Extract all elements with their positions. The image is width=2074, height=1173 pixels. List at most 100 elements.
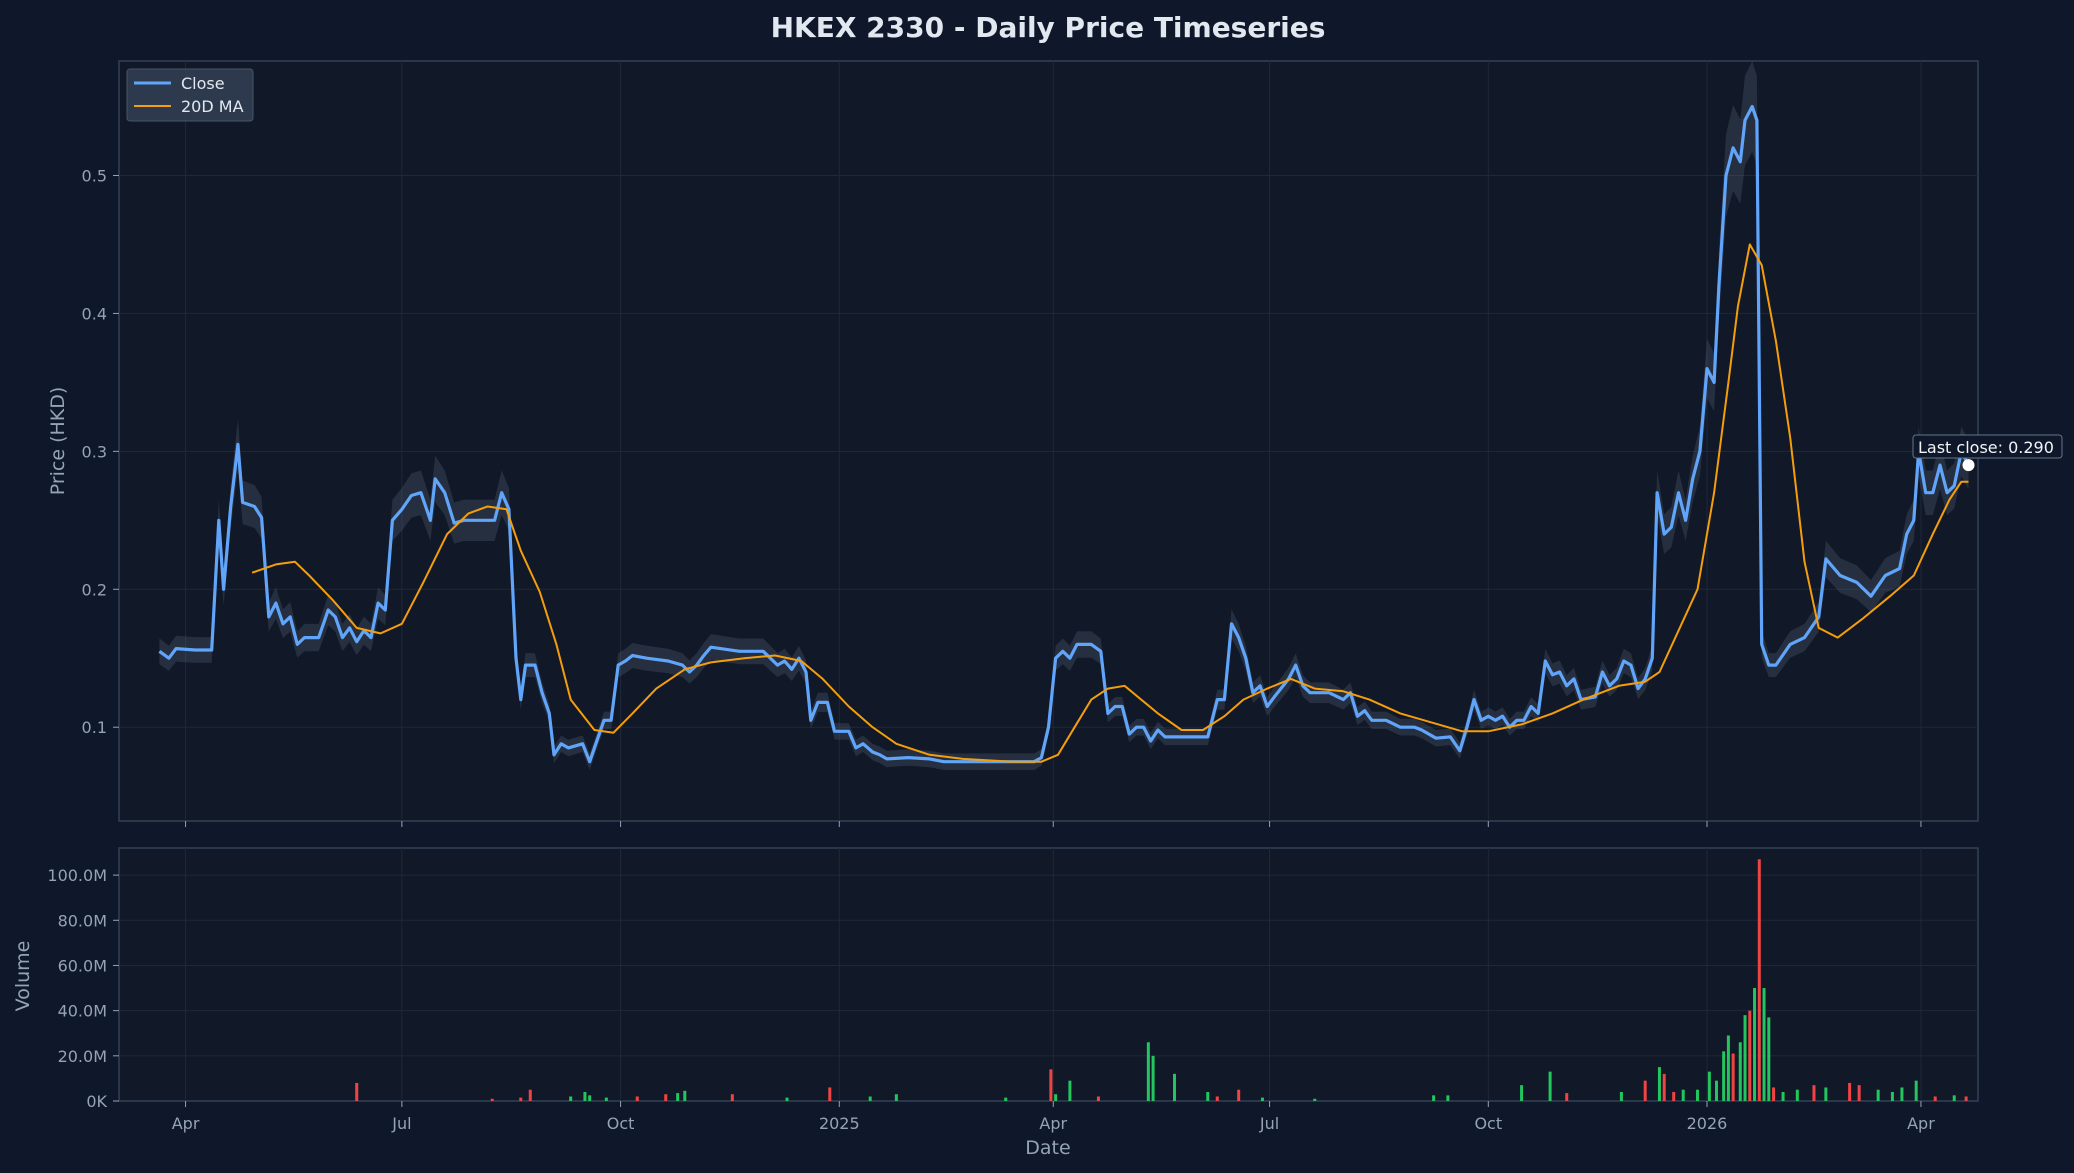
volume-ytick-label-3: 60.0M (58, 956, 107, 975)
volume-bar-16 (894, 1094, 898, 1101)
volume-bar-31 (1446, 1095, 1450, 1101)
volume-bar-10 (676, 1093, 680, 1101)
volume-bar-0 (355, 1082, 359, 1101)
volume-bar-59 (1848, 1082, 1852, 1101)
volume-bar-29 (1313, 1098, 1317, 1101)
volume-bar-53 (1767, 1017, 1771, 1101)
last-close-annotation: Last close: 0.290 (1912, 434, 2063, 472)
price-ytick-label-2: 0.3 (82, 442, 107, 461)
volume-bar-12 (730, 1094, 734, 1101)
volume-bar-13 (785, 1097, 789, 1101)
volume-bar-42 (1707, 1071, 1711, 1101)
volume-ytick-label-5: 100.0M (47, 866, 107, 885)
volume-bar-2 (519, 1097, 523, 1101)
price-ytick-label-4: 0.5 (82, 166, 107, 185)
volume-bar-35 (1619, 1091, 1623, 1101)
volume-bar-52 (1762, 988, 1766, 1101)
volume-bar-22 (1146, 1042, 1150, 1101)
volume-bar-62 (1890, 1091, 1894, 1101)
xtick-label-6: Oct (1474, 1114, 1502, 1133)
volume-bar-61 (1876, 1089, 1880, 1101)
xtick-label-1: Jul (391, 1114, 411, 1133)
last-close-label-box (1912, 434, 2063, 459)
volume-bar-25 (1206, 1091, 1210, 1101)
volume-bar-21 (1096, 1096, 1100, 1101)
xtick-label-8: Apr (1907, 1114, 1935, 1133)
xtick-label-7: 2026 (1687, 1114, 1728, 1133)
volume-bar-1 (490, 1098, 494, 1101)
volume-bar-14 (828, 1087, 832, 1101)
volume-bars (355, 859, 1968, 1101)
volume-bar-60 (1857, 1085, 1861, 1101)
volume-bar-47 (1738, 1042, 1742, 1101)
last-close-label: Last close: 0.290 (1918, 438, 2054, 457)
volume-bar-64 (1914, 1080, 1918, 1101)
volume-bar-28 (1260, 1097, 1264, 1101)
volume-bar-18 (1049, 1069, 1053, 1101)
x-axis-label: Date (1025, 1137, 1070, 1159)
volume-bar-27 (1237, 1089, 1241, 1101)
legend-label-close: Close (181, 74, 225, 93)
volume-plot-area (118, 847, 1979, 1102)
volume-bar-54 (1772, 1087, 1776, 1101)
price-x-ticks (185, 821, 1922, 827)
volume-bar-32 (1520, 1085, 1524, 1101)
volume-ytick-label-1: 20.0M (58, 1047, 107, 1066)
volume-bar-37 (1657, 1067, 1661, 1101)
volume-bar-7 (604, 1097, 608, 1101)
volume-bar-48 (1743, 1015, 1747, 1101)
volume-gridlines (119, 848, 1978, 1101)
price-ytick-label-1: 0.2 (82, 580, 107, 599)
volume-bar-9 (664, 1094, 668, 1101)
volume-bar-38 (1662, 1073, 1666, 1101)
volume-bar-17 (1004, 1097, 1008, 1101)
volume-bar-4 (569, 1096, 573, 1101)
price-y-axis-label: Price (HKD) (47, 387, 69, 496)
volume-ytick-label-2: 40.0M (58, 1002, 107, 1021)
volume-ytick-label-0: 0K (86, 1092, 107, 1111)
price-plot-area (118, 60, 1979, 822)
volume-bar-63 (1900, 1087, 1904, 1101)
xtick-label-5: Jul (1259, 1114, 1279, 1133)
volume-bar-66 (1952, 1095, 1956, 1101)
volume-bar-56 (1795, 1089, 1799, 1101)
last-close-marker (1962, 459, 1975, 472)
volume-bar-3 (528, 1089, 532, 1101)
xtick-label-2: Oct (607, 1114, 635, 1133)
volume-bar-33 (1548, 1071, 1552, 1101)
volume-ytick-label-4: 80.0M (58, 911, 107, 930)
volume-bar-23 (1151, 1055, 1155, 1101)
close-line (158, 104, 1970, 764)
price-series-lines (158, 104, 1970, 764)
volume-bar-58 (1824, 1087, 1828, 1101)
volume-bar-24 (1172, 1073, 1176, 1101)
volume-bar-39 (1672, 1091, 1676, 1101)
price-gridlines (119, 61, 1978, 821)
volume-x-ticks: Apr Jul Oct 2025 Apr Jul Oct 2026 Apr (172, 1101, 1935, 1133)
price-ytick-label-3: 0.4 (82, 304, 107, 323)
volume-bar-6 (588, 1095, 592, 1101)
volume-y-axis-label: Volume (12, 941, 34, 1012)
volume-bar-43 (1715, 1080, 1719, 1101)
price-y-ticks: 0.1 0.2 0.3 0.4 0.5 (82, 166, 119, 737)
volume-bar-57 (1812, 1085, 1816, 1101)
volume-bar-30 (1432, 1095, 1436, 1101)
legend: Close 20D MA (126, 68, 254, 122)
volume-bar-8 (635, 1096, 639, 1101)
xtick-label-0: Apr (172, 1114, 200, 1133)
volume-bar-11 (683, 1090, 687, 1101)
xtick-label-4: Apr (1039, 1114, 1067, 1133)
volume-bar-34 (1565, 1093, 1569, 1101)
price-ytick-label-0: 0.1 (82, 718, 107, 737)
volume-bar-5 (583, 1091, 587, 1101)
legend-label-ma: 20D MA (181, 97, 244, 116)
volume-bar-44 (1722, 1051, 1726, 1101)
price-panel: 0.1 0.2 0.3 0.4 0.5 Price (HKD) Close 20D MA… (47, 60, 2063, 827)
volume-bar-55 (1781, 1091, 1785, 1101)
ma-20d-line (251, 243, 1969, 763)
volume-bar-49 (1748, 1010, 1752, 1101)
volume-bar-45 (1726, 1035, 1730, 1101)
volume-bar-50 (1753, 988, 1757, 1101)
volume-bar-67 (1964, 1096, 1968, 1101)
